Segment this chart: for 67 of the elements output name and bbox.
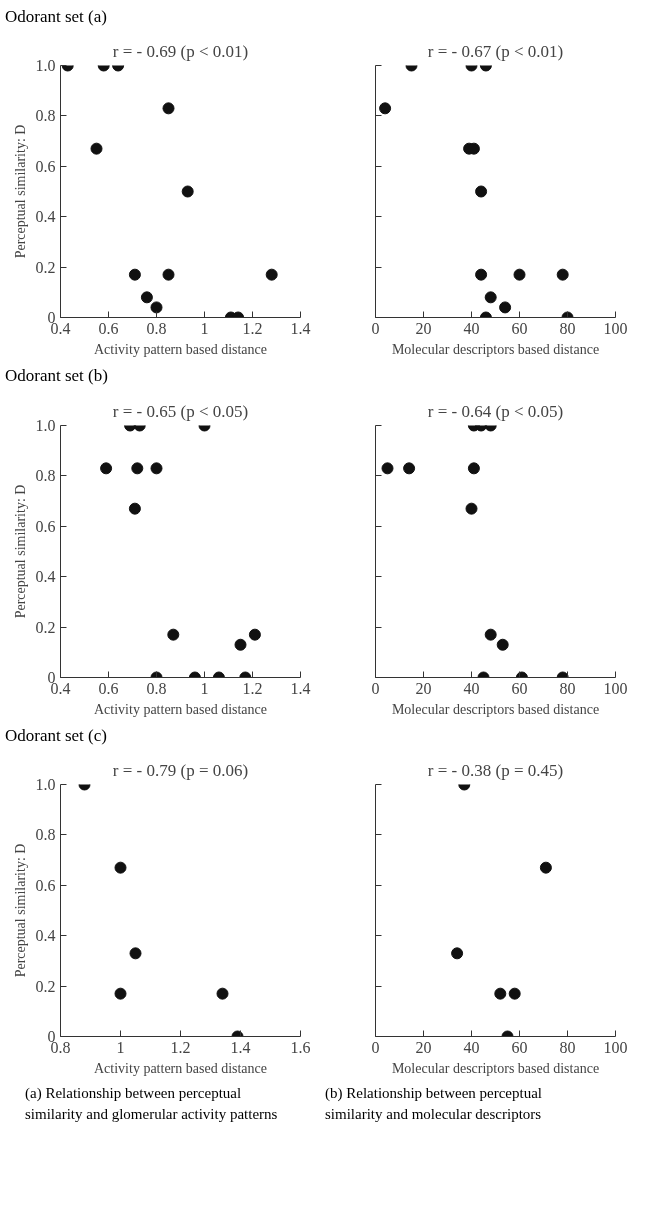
- x-axis-title: Molecular descriptors based distance: [391, 701, 600, 717]
- y-tick-label: 0.2: [35, 258, 56, 276]
- x-tick-label: 1.4: [290, 319, 311, 337]
- y-axis-title: Perceptual similarity: D: [12, 484, 28, 618]
- x-axis-title: Molecular descriptors based distance: [391, 341, 600, 357]
- y-axis-title: Perceptual similarity: D: [12, 843, 28, 978]
- y-tick-label: 0.8: [35, 826, 56, 844]
- x-axis-title: Molecular descriptors based distance: [391, 1060, 600, 1076]
- x-axis-title: Activity pattern based distance: [94, 701, 267, 717]
- y-tick-label: 0.4: [35, 927, 56, 945]
- y-tick-label: 0.8: [35, 466, 56, 484]
- chart-title: r = - 0.38 (p = 0.45): [427, 760, 564, 780]
- chart-title: Odorant set (c): [5, 724, 107, 747]
- x-axis-title: Activity pattern based distance: [94, 1060, 267, 1076]
- chart-title: r = - 0.64 (p < 0.05): [427, 401, 564, 421]
- y-tick-label: 0.2: [35, 977, 56, 995]
- x-tick-label: 0: [371, 319, 380, 337]
- x-tick-label: 1.2: [242, 679, 263, 697]
- x-tick-label: 0.6: [98, 679, 119, 697]
- x-tick-label: 1: [116, 1038, 125, 1056]
- x-tick-label: 100: [603, 319, 628, 337]
- x-tick-label: 20: [415, 1038, 432, 1056]
- x-tick-label: 1.6: [290, 1038, 311, 1056]
- x-tick-label: 80: [559, 1038, 576, 1056]
- x-tick-label: 0.8: [146, 319, 167, 337]
- x-tick-label: 1: [200, 319, 209, 337]
- text: (b) Relationship between perceptual similarity and molecular descriptors: [325, 1083, 543, 1125]
- x-tick-label: 0.6: [98, 319, 119, 337]
- y-tick-label: 0.6: [35, 158, 56, 176]
- y-tick-label: 1.0: [35, 416, 56, 434]
- y-tick-label: 0.2: [35, 618, 56, 636]
- y-tick-label: 0.4: [35, 208, 56, 226]
- text: (a) Relationship between perceptual similarity and glomerular activity patterns: [25, 1083, 279, 1125]
- y-tick-label: 1.0: [35, 775, 56, 793]
- x-tick-label: 60: [511, 319, 528, 337]
- x-tick-label: 1: [200, 679, 209, 697]
- chart-subtitle: r = - 0.79 (p = 0.06): [112, 760, 249, 780]
- x-tick-label: 1.4: [290, 679, 311, 697]
- x-tick-label: 1.2: [170, 1038, 191, 1056]
- x-tick-label: 0: [371, 679, 380, 697]
- x-tick-label: 40: [463, 679, 480, 697]
- x-tick-label: 1.2: [242, 319, 263, 337]
- y-axis-title: Perceptual similarity: D: [12, 124, 28, 259]
- x-tick-label: 100: [603, 1038, 628, 1056]
- x-tick-label: 60: [511, 1038, 528, 1056]
- x-tick-label: 60: [511, 679, 528, 697]
- x-tick-label: 80: [559, 319, 576, 337]
- y-tick-label: 0.6: [35, 517, 56, 535]
- y-tick-label: 0.8: [35, 107, 56, 125]
- x-tick-label: 1.4: [230, 1038, 251, 1056]
- x-tick-label: 80: [559, 679, 576, 697]
- x-tick-label: 20: [415, 679, 432, 697]
- y-tick-label: 0.6: [35, 876, 56, 894]
- chart-title: Odorant set (a): [5, 6, 107, 28]
- x-tick-label: 0.8: [146, 679, 167, 697]
- chart-title: Odorant set (b): [5, 365, 108, 388]
- x-tick-label: 0: [371, 1038, 380, 1056]
- x-tick-label: 40: [463, 1038, 480, 1056]
- x-axis-title: Activity pattern based distance: [94, 341, 267, 357]
- chart-title: r = - 0.67 (p < 0.01): [427, 41, 564, 61]
- y-tick-label: 0.4: [35, 567, 56, 585]
- x-tick-label: 40: [463, 319, 480, 337]
- x-tick-label: 100: [603, 679, 628, 697]
- chart-subtitle: r = - 0.69 (p < 0.01): [112, 41, 249, 61]
- x-tick-label: 20: [415, 319, 432, 337]
- y-tick-label: 1.0: [35, 57, 56, 75]
- chart-subtitle: r = - 0.65 (p < 0.05): [112, 401, 249, 421]
